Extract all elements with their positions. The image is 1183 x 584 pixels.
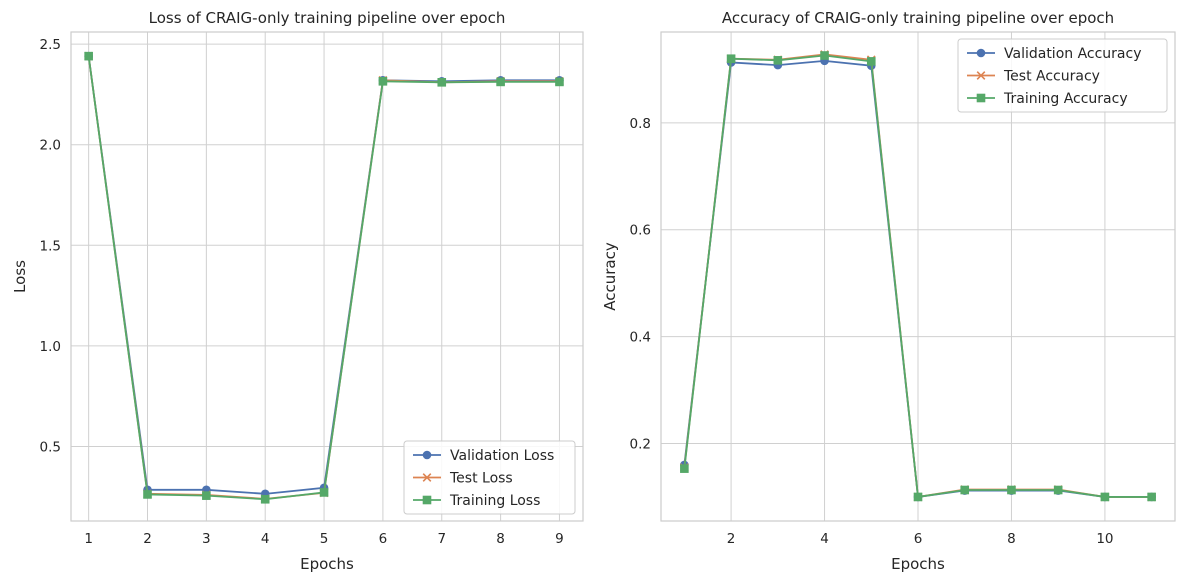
legend-label: Training Accuracy (1003, 91, 1128, 107)
series-training-accuracy (680, 51, 1156, 502)
legend-label: Test Loss (449, 471, 513, 487)
legend-item: Training Loss (413, 493, 540, 509)
data-point (726, 54, 736, 64)
grid (71, 32, 583, 521)
data-point (319, 488, 329, 497)
plot-frame (660, 31, 1176, 522)
data-point (913, 492, 923, 502)
accuracy-chart: 2 4 6 8 10 0.2 0.4 0.6 0.8 Accuracy of CRAIG-only… (601, 9, 1176, 573)
data-point (680, 464, 689, 473)
loss-chart: 1 2 3 4 5 6 7 8 9 0.5 1.0 1.5 2.0 2.5 Loss of CRAIG-on… (11, 9, 584, 573)
data-point (1100, 492, 1110, 502)
legend-item: Training Accuracy (967, 91, 1128, 107)
data-point (143, 490, 152, 499)
legend-item: Test Loss (413, 471, 513, 487)
x-tick-label: 7 (437, 531, 446, 547)
y-tick-label: 0.5 (40, 440, 61, 456)
x-tick-label: 4 (261, 531, 270, 547)
legend-box (403, 440, 576, 515)
x-tick-label: 9 (555, 531, 564, 547)
chart-title: Loss of CRAIG-only training pipeline ove… (149, 9, 506, 27)
x-tick-label: 1 (84, 531, 93, 547)
legend-marker (422, 450, 432, 460)
data-point (378, 77, 388, 86)
legend-item: Test Accuracy (967, 69, 1100, 85)
x-axis-label: Epochs (300, 555, 354, 573)
data-point (437, 78, 447, 87)
legend-marker (976, 93, 986, 103)
y-tick-label: 2.0 (40, 138, 61, 154)
y-tick-label: 0.2 (630, 437, 651, 453)
series-training-loss (84, 51, 564, 504)
x-tick-label: 8 (496, 531, 505, 547)
x-tick-label: 5 (320, 531, 329, 547)
legend-marker (422, 495, 432, 505)
y-tick-label: 1.5 (40, 238, 61, 254)
x-tick-label: 3 (202, 531, 211, 547)
data-point (555, 77, 564, 87)
legend-label: Validation Loss (450, 448, 554, 464)
data-point (960, 485, 970, 495)
legend: Validation Loss Test Loss Training Loss (403, 440, 576, 515)
legend: Validation Accuracy Test Accuracy Training… (957, 38, 1168, 113)
data-point (1007, 485, 1016, 495)
legend-label: Validation Accuracy (1004, 46, 1142, 62)
data-point (1147, 492, 1156, 502)
x-tick-label: 2 (143, 531, 152, 547)
plot-frame (70, 31, 584, 522)
y-tick-label: 0.4 (630, 330, 651, 346)
data-point (773, 56, 783, 65)
data-point (202, 491, 211, 500)
data-point (820, 51, 829, 60)
x-tick-label: 6 (379, 531, 388, 547)
data-point (866, 57, 876, 66)
y-tick-label: 0.6 (630, 223, 651, 239)
legend-marker (976, 71, 986, 80)
chart-title: Accuracy of CRAIG-only training pipeline… (722, 9, 1114, 27)
x-tick-label: 6 (914, 531, 923, 547)
y-tick-label: 0.8 (630, 116, 651, 132)
data-point (84, 51, 93, 61)
data-point (260, 494, 270, 504)
x-tick-label: 10 (1096, 531, 1113, 547)
y-tick-label: 2.5 (40, 37, 61, 53)
x-tick-label: 4 (820, 531, 829, 547)
x-axis-label: Epochs (891, 555, 945, 573)
data-point (496, 77, 505, 87)
legend-item: Validation Accuracy (967, 46, 1142, 62)
y-tick-label: 1.0 (40, 339, 61, 355)
data-point (1053, 485, 1063, 495)
legend-item: Validation Loss (413, 448, 554, 464)
legend-marker (422, 473, 432, 482)
x-tick-label: 2 (727, 531, 736, 547)
grid (661, 32, 1175, 521)
x-tick-label: 8 (1007, 531, 1016, 547)
legend-label: Training Loss (449, 493, 540, 509)
y-axis-label: Accuracy (601, 242, 619, 311)
y-axis-label: Loss (11, 260, 29, 293)
legend-box (957, 38, 1168, 113)
legend-marker (976, 48, 986, 58)
legend-label: Test Accuracy (1003, 69, 1100, 85)
